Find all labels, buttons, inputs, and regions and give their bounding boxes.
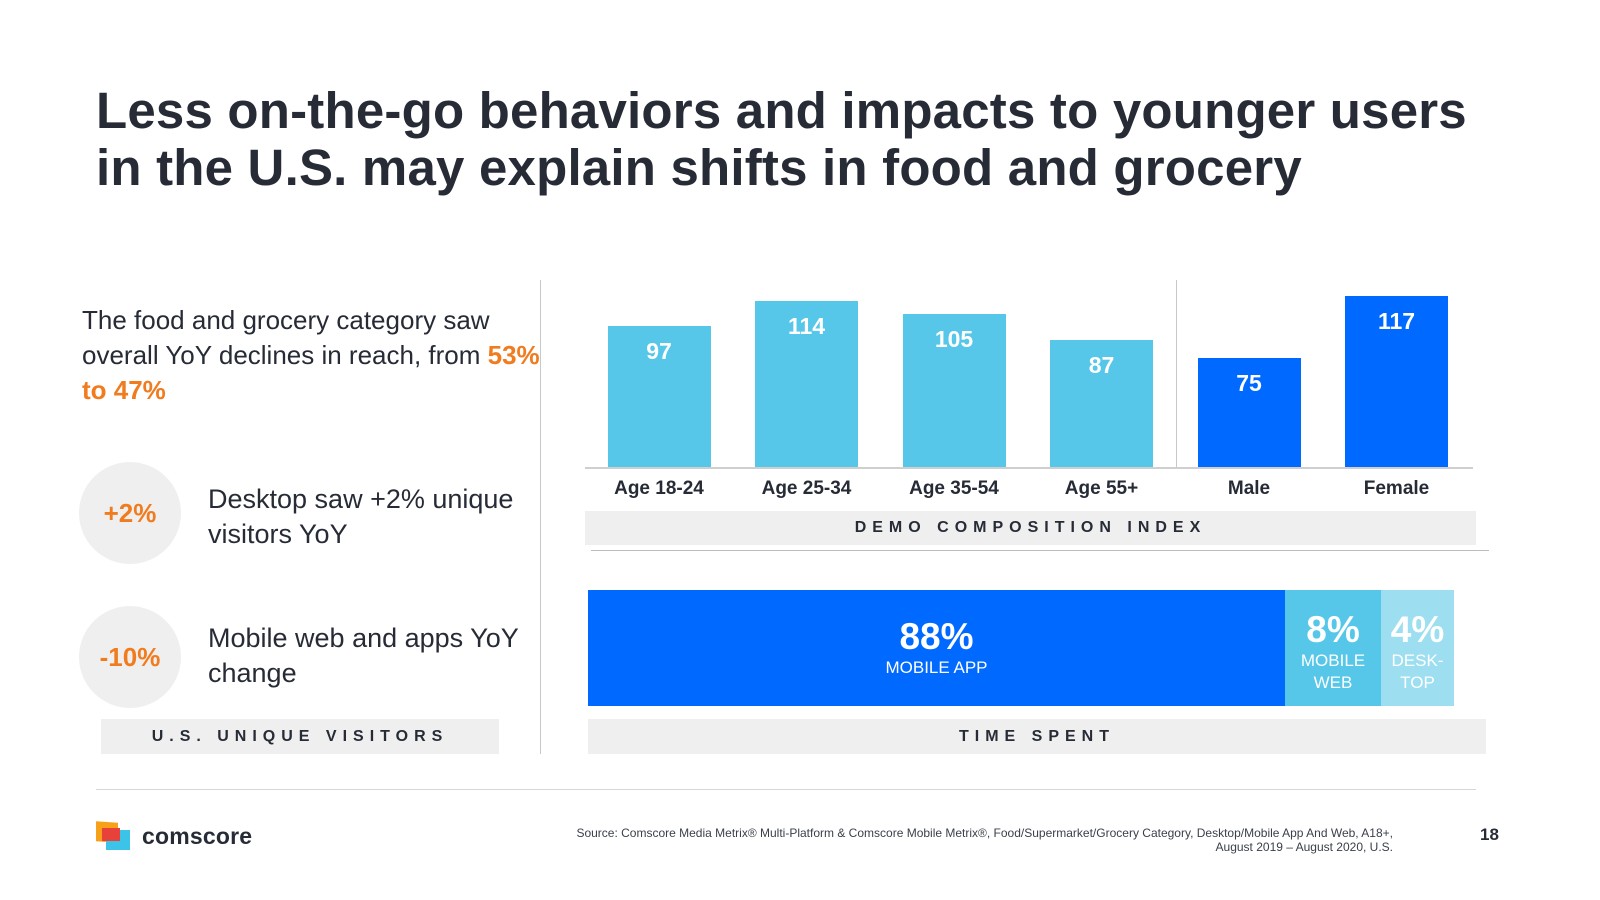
time-spent-caption: TIME SPENT	[588, 719, 1486, 754]
page-number: 18	[1480, 825, 1499, 844]
comscore-logo-icon	[96, 821, 130, 850]
time-spent-bar: 88% MOBILE APP 8% MOBILE WEB 4% DESK- TOP	[588, 590, 1454, 706]
demo-composition-chart: 97 114 105 87 75 117	[585, 280, 1475, 470]
segment-label-line-2: TOP	[1400, 673, 1435, 692]
bar-male: 75	[1197, 358, 1301, 467]
source-line-1: Source: Comscore Media Metrix® Multi-Pla…	[576, 826, 1393, 840]
bar-value-label: 105	[934, 326, 974, 352]
segment-value: 4%	[1390, 609, 1445, 650]
segment-label: DESK-	[1391, 651, 1444, 670]
bar-age-35-54: 105	[902, 314, 1006, 467]
bar-value-label: 114	[787, 313, 826, 339]
source-line-2: August 2019 – August 2020, U.S.	[1215, 840, 1393, 854]
comscore-logo-text: comscore	[142, 822, 253, 849]
panel-divider	[540, 280, 541, 754]
bar-value-label: 97	[646, 338, 672, 364]
slide-title: Less on-the-go behaviors and impacts to …	[96, 82, 1536, 196]
desktop-change-text: Desktop saw +2% unique visitors YoY	[208, 484, 514, 549]
unique-visitors-caption: U.S. UNIQUE VISITORS	[101, 719, 499, 754]
mobile-change-value: -10%	[99, 641, 161, 672]
intro-text: The food and grocery category saw overal…	[82, 303, 552, 408]
intro-body: The food and grocery category saw overal…	[82, 305, 490, 370]
segment-value: 88%	[899, 616, 974, 657]
x-tick-label: Age 25-34	[761, 478, 852, 499]
time-spent-caption-text: TIME SPENT	[958, 727, 1115, 745]
chart-baseline	[585, 467, 1473, 469]
demo-x-axis-labels: Age 18-24 Age 25-34 Age 35-54 Age 55+ Male Fe…	[585, 478, 1475, 504]
segment-label-line-2: WEB	[1313, 673, 1353, 692]
slide-title-line-1: Less on-the-go behaviors and impacts to …	[96, 82, 1467, 139]
segment-mobile-app: 88% MOBILE APP	[588, 590, 1285, 706]
age-gender-divider	[1176, 280, 1177, 468]
desktop-change-value: +2%	[103, 497, 157, 528]
section-divider	[591, 550, 1489, 551]
bar-age-25-34: 114	[755, 301, 858, 467]
bar-value-label: 75	[1236, 370, 1262, 396]
comscore-logo: comscore	[96, 821, 253, 850]
desktop-change-badge: +2%	[79, 462, 181, 564]
intro-highlight: 53% to 47%	[82, 340, 540, 405]
demo-composition-caption-text: DEMO COMPOSITION INDEX	[854, 519, 1207, 536]
bar-age-55-: 87	[1050, 340, 1153, 467]
x-tick-label: Age 18-24	[614, 478, 704, 499]
demo-composition-caption: DEMO COMPOSITION INDEX	[585, 511, 1476, 545]
segment-label: MOBILE APP	[885, 658, 988, 677]
mobile-change-text: Mobile web and apps YoY change	[208, 623, 519, 688]
bar-female: 117	[1345, 296, 1448, 467]
mobile-change-badge: -10%	[79, 606, 181, 708]
source-note: Source: Comscore Media Metrix® Multi-Pla…	[453, 826, 1393, 854]
slide-title-line-2: in the U.S. may explain shifts in food a…	[96, 139, 1302, 196]
segment-label: MOBILE	[1300, 651, 1366, 670]
x-tick-label: Age 35-54	[909, 478, 999, 499]
segment-desktop: 4% DESK- TOP	[1381, 590, 1454, 706]
segment-value: 8%	[1306, 609, 1360, 650]
bar-age-18-24: 97	[607, 326, 711, 467]
x-tick-label: Male	[1227, 478, 1271, 499]
bar-value-label: 117	[1377, 308, 1416, 334]
x-tick-label: Age 55+	[1064, 478, 1139, 499]
footer-divider	[96, 789, 1476, 790]
segment-mobile-web: 8% MOBILE WEB	[1285, 590, 1381, 706]
x-tick-label: Female	[1363, 478, 1430, 499]
bar-value-label: 87	[1088, 352, 1115, 378]
unique-visitors-caption-text: U.S. UNIQUE VISITORS	[151, 727, 449, 745]
